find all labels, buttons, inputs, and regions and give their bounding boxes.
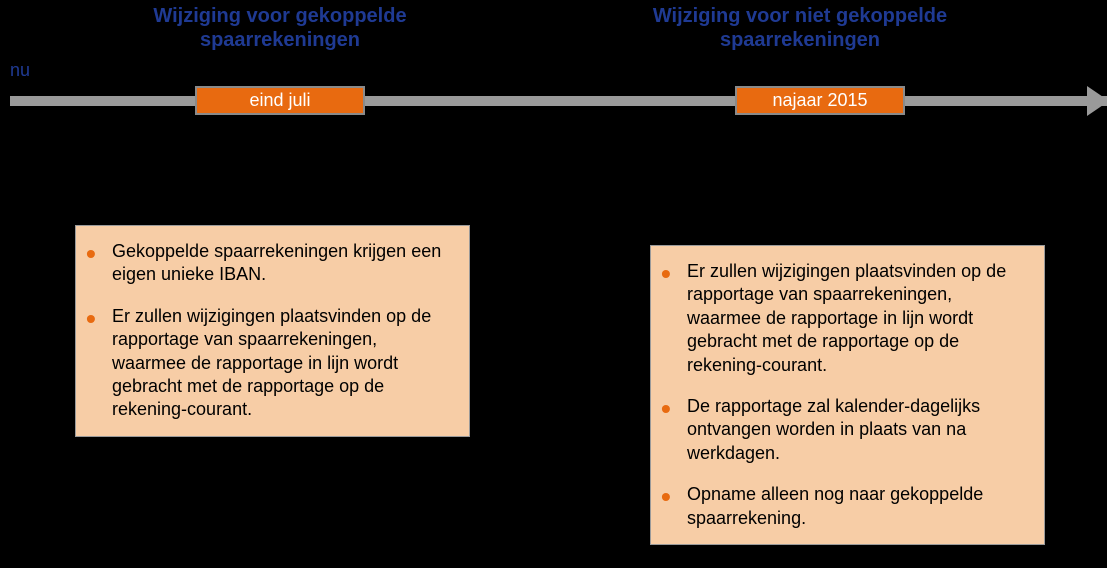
bullet-list-left: Gekoppelde spaarrekeningen krijgen een e… (104, 240, 453, 422)
milestone-right: najaar 2015 (735, 86, 905, 115)
info-box-right: Er zullen wijzigingen plaatsvinden op de… (650, 245, 1045, 545)
heading-left: Wijziging voor gekoppelde spaarrekeninge… (120, 4, 440, 52)
info-box-left: Gekoppelde spaarrekeningen krijgen een e… (75, 225, 470, 437)
milestone-left: eind juli (195, 86, 365, 115)
bullet-item: Er zullen wijzigingen plaatsvinden op de… (104, 305, 453, 422)
timeline-arrowhead (1087, 86, 1107, 116)
bullet-item: Er zullen wijzigingen plaatsvinden op de… (679, 260, 1028, 377)
heading-right: Wijziging voor niet gekoppelde spaarreke… (620, 4, 980, 52)
heading-right-line2: spaarrekeningen (720, 29, 880, 51)
timeline-bar (10, 96, 1107, 106)
heading-right-line1: Wijziging voor niet gekoppelde (653, 5, 947, 27)
nu-label: nu (10, 60, 30, 81)
heading-left-line2: spaarrekeningen (200, 29, 360, 51)
bullet-item: Opname alleen nog naar gekoppelde spaarr… (679, 483, 1028, 530)
bullet-item: Gekoppelde spaarrekeningen krijgen een e… (104, 240, 453, 287)
bullet-list-right: Er zullen wijzigingen plaatsvinden op de… (679, 260, 1028, 530)
heading-left-line1: Wijziging voor gekoppelde (153, 5, 406, 27)
bullet-item: De rapportage zal kalender-dagelijks ont… (679, 395, 1028, 465)
